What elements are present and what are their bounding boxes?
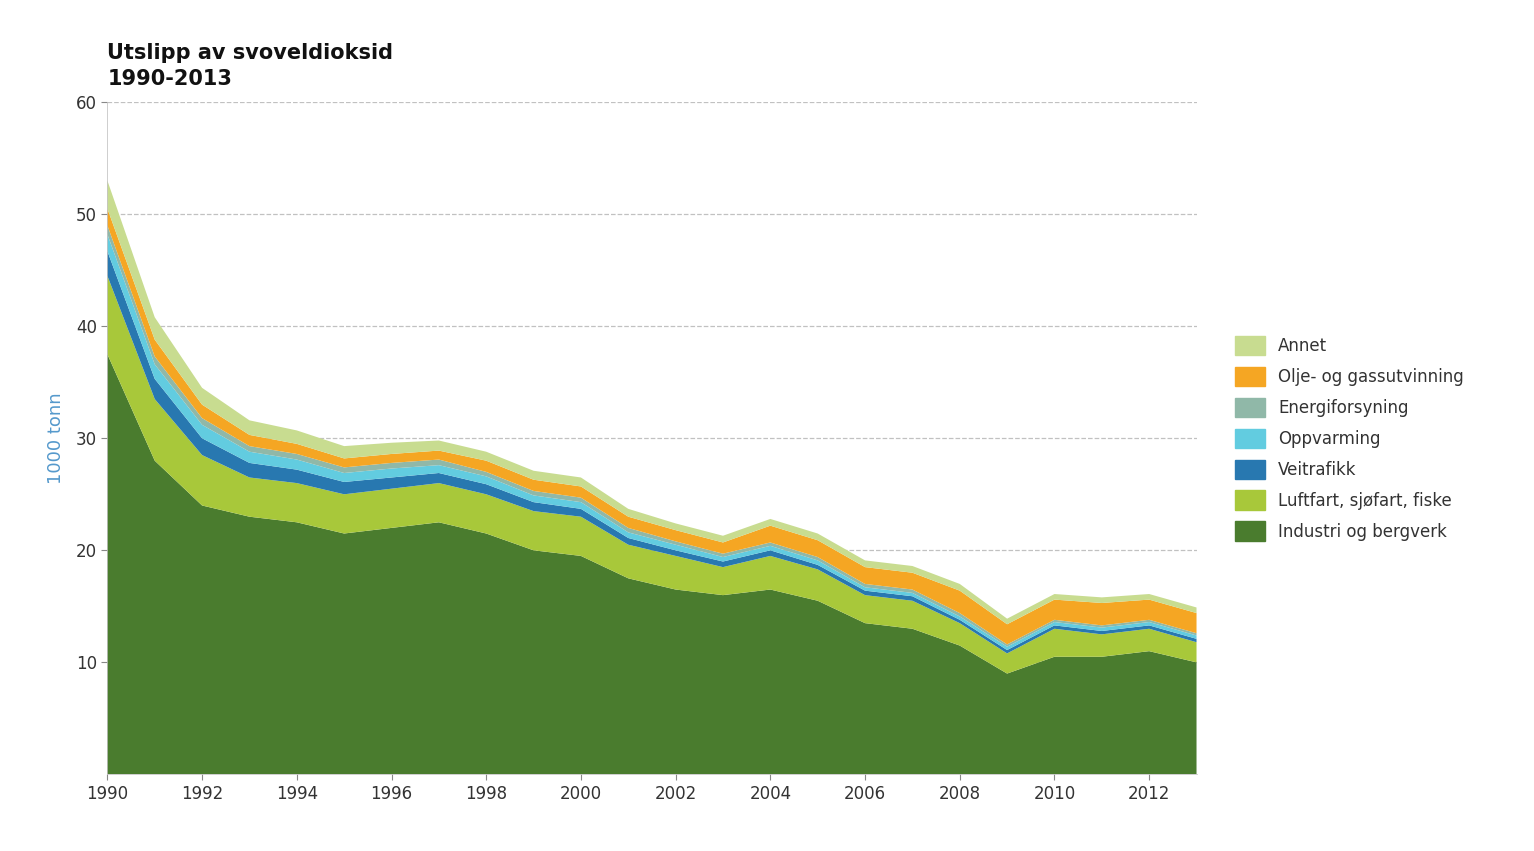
Y-axis label: 1000 tonn: 1000 tonn bbox=[46, 392, 64, 484]
Legend: Annet, Olje- og gassutvinning, Energiforsyning, Oppvarming, Veitrafikk, Luftfart: Annet, Olje- og gassutvinning, Energifor… bbox=[1227, 328, 1473, 549]
Text: Utslipp av svoveldioksid
1990-2013: Utslipp av svoveldioksid 1990-2013 bbox=[107, 43, 393, 89]
